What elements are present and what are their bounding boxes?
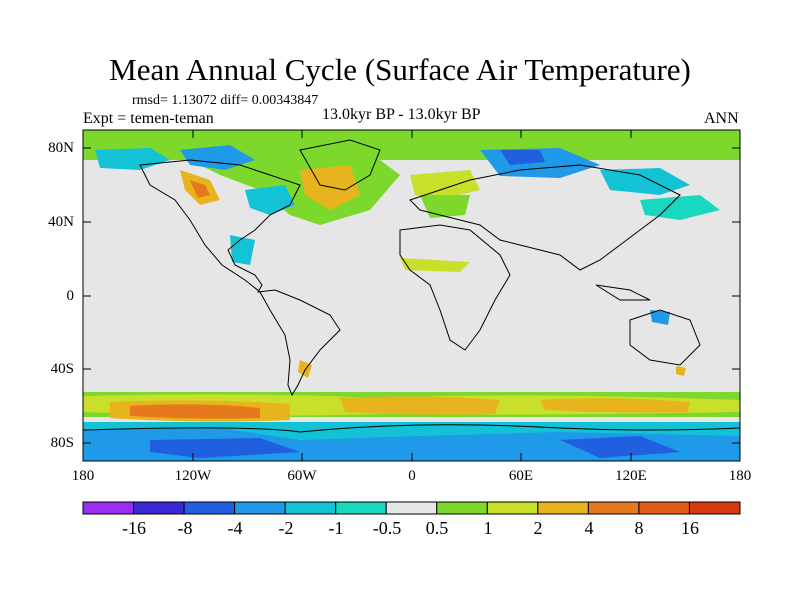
colorbar-box	[436, 501, 488, 515]
colorbar	[82, 501, 741, 515]
siberia-deep-blue-patch	[500, 150, 545, 165]
season-label: ANN	[704, 110, 739, 127]
colorbar-box	[284, 501, 337, 515]
europe-green-patch	[420, 195, 470, 218]
australia-north-patch	[650, 310, 670, 325]
greenland-coastline	[299, 139, 381, 191]
colorbar-label: 4	[584, 518, 594, 538]
australia-coastline	[629, 309, 701, 366]
lon-label-120w: 120W	[174, 468, 212, 484]
americas-coastline	[139, 159, 341, 397]
south-indian-warm-patch	[540, 398, 690, 413]
experiment-label: Expt = temen-teman	[83, 110, 214, 127]
map-area	[83, 130, 740, 461]
antarctic-deep-blue-patch-1	[150, 438, 300, 458]
colorbar-box	[486, 501, 539, 515]
colorbar-label: 8	[634, 518, 644, 538]
south-pacific-hot-patch	[130, 404, 260, 419]
colorbar-box	[234, 501, 286, 515]
europe-yellowgreen-patch	[410, 170, 480, 200]
colorbar-label: -16	[122, 518, 146, 538]
lon-label-180-right: 180	[728, 468, 752, 484]
tasmania-warm-patch	[676, 366, 686, 376]
colorbar-label: 0.5	[425, 518, 449, 538]
colorbar-label: 1	[483, 518, 493, 538]
lon-label-60e: 60E	[508, 468, 534, 484]
colorbar-box	[183, 501, 236, 515]
colorbar-box	[537, 501, 589, 515]
colorbar-box	[638, 501, 690, 515]
colorbar-label: -8	[177, 518, 193, 538]
antarctic-deep-blue-patch-2	[560, 436, 680, 458]
lon-label-120e: 120E	[615, 468, 647, 484]
colorbar-box	[82, 501, 135, 515]
axis-ticks	[83, 130, 740, 461]
colorbar-box	[335, 501, 387, 515]
colorbar-label: 16	[681, 518, 699, 538]
lon-label-60w: 60W	[287, 468, 317, 484]
colorbar-label: -0.5	[372, 518, 402, 538]
colorbar-box	[587, 501, 640, 515]
lat-label-40n: 40N	[48, 214, 74, 230]
period-label: 13.0kyr BP - 13.0kyr BP	[322, 106, 481, 123]
colorbar-label: -4	[227, 518, 243, 538]
coastlines	[83, 139, 740, 433]
lat-label-40s: 40S	[50, 361, 74, 377]
lat-label-80s: 80S	[50, 435, 74, 451]
alaska-cyan-patch	[95, 148, 170, 170]
colorbar-box	[133, 501, 185, 515]
colorbar-box	[385, 501, 438, 515]
hudson-cyan-patch	[245, 185, 295, 215]
africa-coastline	[399, 224, 511, 351]
colorbar-box	[688, 501, 741, 515]
colorbar-label: -2	[278, 518, 294, 538]
sahara-patch	[400, 258, 470, 272]
pacific-teal-patch	[640, 195, 720, 220]
lon-label-180-left: 180	[71, 468, 95, 484]
lat-label-80n: 80N	[48, 140, 74, 156]
canada-hot-patch	[190, 180, 210, 198]
eurasia-coastline	[409, 164, 681, 271]
antarctica-coastline	[83, 424, 740, 433]
colorbar-label: 2	[533, 518, 543, 538]
rmsd-diff-stats: rmsd= 1.13072 diff= 0.00343847	[132, 93, 319, 108]
lon-label-0: 0	[408, 468, 416, 484]
lat-label-0: 0	[66, 288, 75, 304]
canada-blue-patch-1	[180, 145, 255, 170]
colorbar-label: -1	[328, 518, 344, 538]
plot-title: Mean Annual Cycle (Surface Air Temperatu…	[109, 52, 691, 87]
south-atlantic-warm-patch	[340, 396, 500, 415]
indonesia-coastline	[595, 284, 651, 301]
